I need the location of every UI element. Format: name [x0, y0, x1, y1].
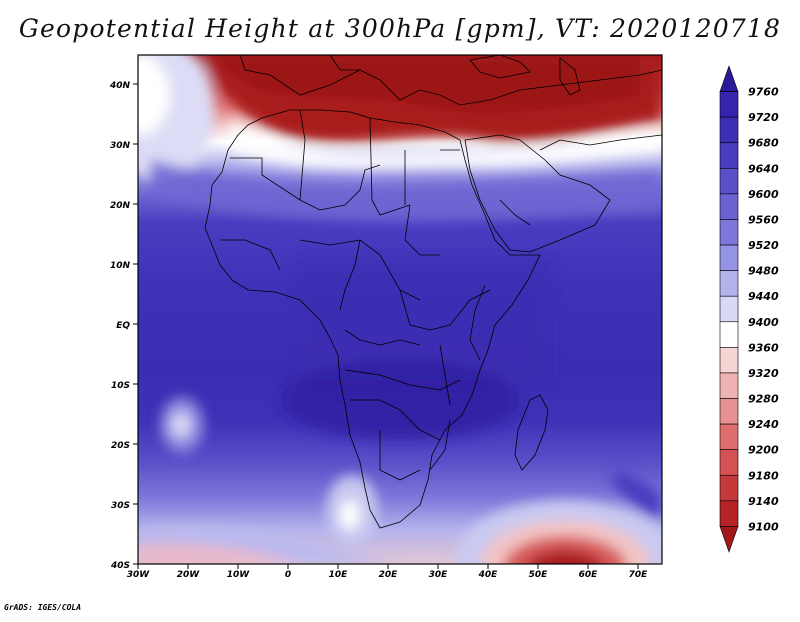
colorbar-label: 9640	[748, 162, 779, 175]
lat-label-30s: 30S	[111, 501, 130, 511]
map-title: Geopotential Height at 300hPa [gpm], VT:…	[18, 14, 782, 43]
colorbar-label: 9240	[748, 418, 779, 431]
lon-label-0: 0	[285, 570, 291, 580]
colorbar-label: 9520	[748, 239, 779, 252]
colorbar-swatch	[719, 500, 739, 527]
colorbar-swatch	[719, 474, 739, 502]
lon-label-20w: 20W	[177, 570, 201, 580]
lat-label-10n: 10N	[110, 261, 131, 271]
longitude-axis: 30W 20W 10W 0 10E 20E 30E 40E 50E 60E 70…	[127, 564, 648, 580]
lon-label-20e: 20E	[379, 570, 399, 580]
colorbar-swatch	[719, 347, 739, 374]
colorbar-swatch	[719, 398, 739, 425]
colorbar-swatch	[719, 193, 739, 220]
colorbar-label: 9440	[748, 290, 779, 303]
colorbar-swatch	[719, 526, 739, 553]
colorbar: 9760 9720 9680 9640 9600 9560 9520 9480 9440 9400…	[719, 65, 779, 553]
colorbar-label: 9720	[748, 111, 779, 124]
map-frame	[137, 54, 663, 565]
lat-label-10s: 10S	[111, 381, 130, 391]
colorbar-label: 9180	[748, 469, 779, 482]
lat-label-20n: 20N	[110, 201, 131, 211]
colorbar-swatch	[719, 449, 739, 476]
lon-label-30e: 30E	[429, 570, 449, 580]
colorbar-swatch	[719, 244, 739, 271]
lon-label-70e: 70E	[629, 570, 649, 580]
colorbar-swatch	[719, 65, 739, 92]
footer-credit: GrADS: IGES/COLA	[4, 603, 82, 612]
lon-label-30w: 30W	[127, 570, 151, 580]
lat-label-30n: 30N	[110, 141, 131, 151]
colorbar-label: 9680	[748, 137, 779, 150]
lon-label-60e: 60E	[579, 570, 599, 580]
lon-label-40e: 40E	[478, 570, 499, 580]
colorbar-label: 9760	[748, 86, 779, 99]
colorbar-label: 9360	[748, 341, 779, 354]
height-field	[138, 55, 662, 564]
colorbar-label: 9280	[748, 393, 779, 406]
colorbar-label: 9140	[748, 495, 779, 508]
lat-label-20s: 20S	[111, 441, 130, 451]
colorbar-swatch	[719, 142, 739, 169]
colorbar-swatch	[719, 219, 739, 246]
lat-label-40n: 40N	[109, 81, 131, 91]
colorbar-label: 9320	[748, 367, 779, 380]
latitude-axis: 40N 30N 20N 10N EQ 10S 20S 30S 40S	[109, 81, 138, 571]
colorbar-label: 9200	[748, 444, 779, 457]
lat-label-eq: EQ	[116, 321, 130, 331]
colorbar-swatch	[719, 321, 739, 348]
colorbar-label: 9400	[748, 316, 779, 329]
colorbar-label: 9100	[748, 520, 779, 533]
lon-label-50e: 50E	[529, 570, 549, 580]
colorbar-swatch	[719, 116, 739, 144]
colorbar-swatch	[719, 168, 739, 195]
lon-label-10w: 10W	[227, 570, 251, 580]
country-boundaries	[204, 55, 662, 529]
colorbar-label: 9600	[748, 188, 779, 201]
colorbar-label: 9560	[748, 213, 779, 226]
colorbar-swatch	[719, 423, 739, 450]
colorbar-swatch	[719, 295, 739, 323]
lon-label-10e: 10E	[329, 570, 349, 580]
colorbar-label: 9480	[748, 265, 779, 278]
lat-label-40s: 40S	[110, 561, 130, 571]
colorbar-swatch	[719, 372, 739, 399]
colorbar-swatch	[719, 91, 739, 118]
colorbar-swatch	[719, 270, 739, 297]
